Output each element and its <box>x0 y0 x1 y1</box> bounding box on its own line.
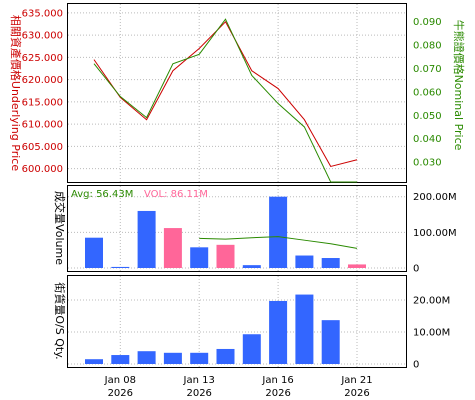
osqty-bar <box>190 352 209 364</box>
nominal-price-tick: 0.040 <box>413 134 442 145</box>
volume-axis-label: 成交量Volume <box>53 191 67 265</box>
x-tick-label: Jan 16 <box>261 375 293 386</box>
underlying-price-tick: 615.000 <box>22 97 63 108</box>
x-tick-year: 2026 <box>344 388 369 399</box>
nominal-price-tick: 0.050 <box>413 111 442 122</box>
volume-bar <box>269 196 288 268</box>
nominal-price-tick: 0.070 <box>413 64 442 75</box>
underlying-price-tick: 605.000 <box>22 142 63 153</box>
osqty-tick: 0 <box>413 360 419 371</box>
osqty-tick: 20.00M <box>413 296 450 307</box>
x-tick-year: 2026 <box>265 388 290 399</box>
volume-bar <box>242 265 261 268</box>
osqty-bar <box>85 359 103 364</box>
osqty-axis-label: 街貨量O/S Qty. <box>53 282 67 359</box>
osqty-bar <box>321 320 340 364</box>
x-tick-year: 2026 <box>108 388 133 399</box>
nominal-price-tick: 0.060 <box>413 87 442 98</box>
underlying-price-tick: 610.000 <box>22 120 63 131</box>
osqty-tick: 10.00M <box>413 328 450 339</box>
gridlines <box>68 4 406 367</box>
osqty-bar <box>269 300 288 364</box>
volume-tick: 0 <box>413 264 419 275</box>
nominal-price-axis-label: 牛熊證價格Nominal Price <box>452 20 466 151</box>
osqty-bar <box>163 352 182 364</box>
underlying-price-tick: 630.000 <box>22 31 63 42</box>
nominal-price-line <box>93 18 357 183</box>
nominal-price-tick: 0.090 <box>413 17 442 28</box>
volume-bar <box>85 237 103 268</box>
nominal-price-tick: 0.030 <box>413 158 442 169</box>
tick-labels: Jan 08 2026 Jan 13 2026 Jan 16 2026 Jan 21 2026… <box>22 8 457 399</box>
volume-bar <box>216 244 235 268</box>
osqty-bar <box>242 334 261 364</box>
x-tick-label: Jan 21 <box>340 375 372 386</box>
osqty-bar <box>137 351 156 364</box>
underlying-price-tick: 620.000 <box>22 75 63 86</box>
x-tick-label: Jan 13 <box>183 375 215 386</box>
nominal-price-tick: 0.080 <box>413 40 442 51</box>
x-tick-label: Jan 08 <box>104 375 136 386</box>
volume-bar <box>348 264 366 268</box>
chart-marks <box>85 18 366 364</box>
volume-average-line <box>199 236 358 249</box>
volume-bar <box>295 255 314 268</box>
volume-avg-label: Avg: 56.43M <box>71 189 133 200</box>
underlying-price-tick: 625.000 <box>22 53 63 64</box>
volume-tick: 200.00M <box>413 192 457 203</box>
x-tick-year: 2026 <box>186 388 211 399</box>
price-panel-frame <box>67 3 407 183</box>
volume-bar <box>111 266 130 268</box>
volume-bar <box>137 210 156 268</box>
underlying-price-tick: 635.000 <box>22 8 63 19</box>
underlying-price-tick: 600.000 <box>22 164 63 175</box>
volume-vol-label: VOL: 86.11M <box>144 189 208 200</box>
underlying-price-axis-label: 相關資產價格Underlying Price <box>9 15 23 171</box>
volume-tick: 100.00M <box>413 228 457 239</box>
volume-bar <box>163 228 182 268</box>
volume-bar <box>321 258 340 268</box>
osqty-bar <box>111 355 130 364</box>
volume-panel-frame <box>67 185 407 272</box>
underlying-price-line <box>93 20 358 168</box>
osqty-bar <box>216 348 235 364</box>
osqty-bar <box>295 294 314 364</box>
volume-bar <box>190 247 209 268</box>
osqty-panel-frame <box>67 275 407 368</box>
